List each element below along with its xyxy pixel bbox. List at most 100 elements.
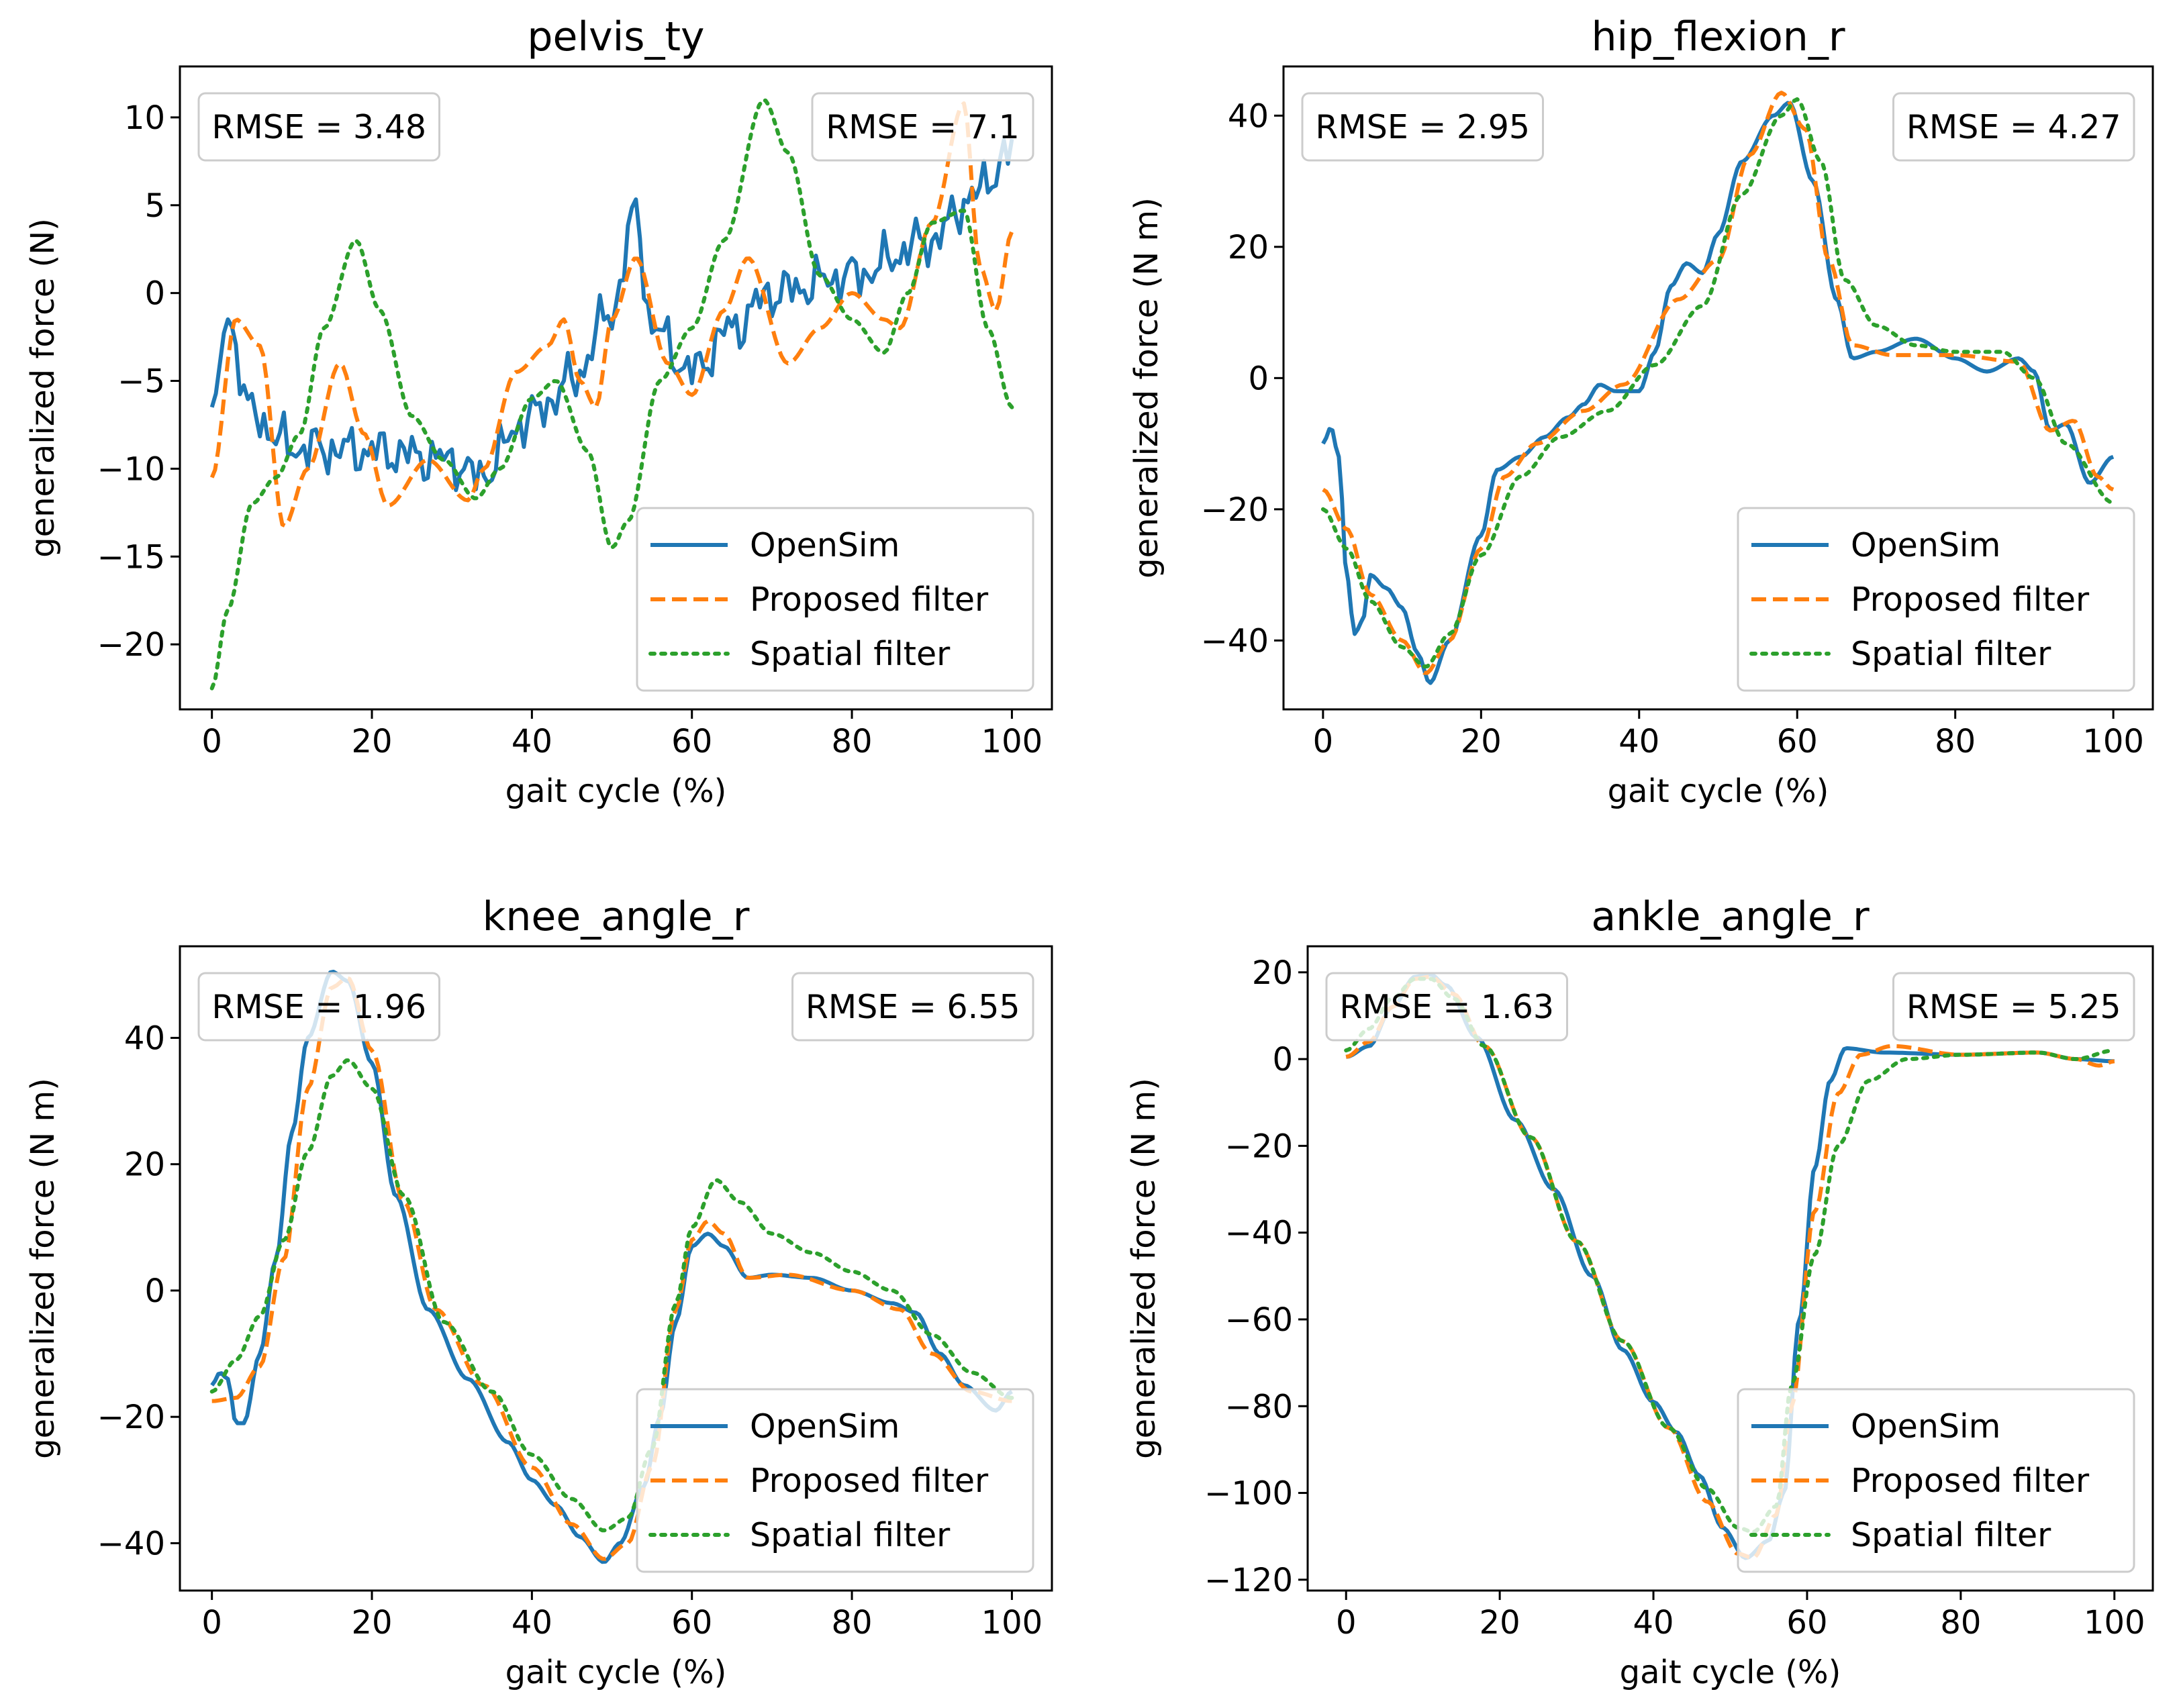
- rmse-box: [1325, 972, 1568, 1042]
- rmse-label: RMSE = 1.96: [211, 988, 426, 1026]
- legend-entry: Spatial filter: [750, 1516, 951, 1554]
- legend-frame: [636, 1388, 1034, 1573]
- x-axis-label: gait cycle (%): [1620, 1654, 1841, 1691]
- x-tick-label: 80: [832, 1604, 873, 1642]
- y-tick-label: 0: [1248, 360, 1269, 397]
- y-tick-label: −100: [1204, 1475, 1293, 1513]
- y-tick-label: 0: [144, 275, 165, 313]
- y-tick-label: −40: [1225, 1215, 1293, 1252]
- rmse-box: [811, 92, 1034, 162]
- rmse-label: RMSE = 7.1: [826, 108, 1020, 146]
- chart-title: ankle_angle_r: [1591, 893, 1870, 940]
- subplot-knee-angle-r: 0 20 40 60 80 100 −40 −20 0 20 40 knee_angle_rgait …: [24, 893, 1053, 1691]
- legend-entry: OpenSim: [1851, 526, 2000, 564]
- y-axis-label: generalized force (N m): [1125, 1078, 1163, 1459]
- subplot-hip-flexion-r: 0 20 40 60 80 100 −40 −20 0 20 40 hip_flexion_rgait…: [1128, 13, 2154, 810]
- y-axis-label: generalized force (N): [24, 218, 62, 558]
- rmse-label: RMSE = 5.25: [1906, 988, 2121, 1026]
- rmse-box: [1892, 92, 2135, 162]
- legend-entry: Spatial filter: [750, 635, 951, 673]
- x-tick-label: 40: [512, 1604, 552, 1642]
- x-tick-label: 100: [981, 1604, 1043, 1642]
- rmse-label: RMSE = 2.95: [1315, 108, 1530, 146]
- y-tick-label: −40: [1201, 622, 1269, 660]
- series-line-spatial-filter: [1320, 97, 2116, 669]
- series-line-spatial-filter: [209, 1058, 1014, 1533]
- x-tick-label: 100: [2084, 1604, 2145, 1642]
- y-tick-label: −20: [97, 1399, 165, 1436]
- y-tick-label: −60: [1225, 1301, 1293, 1339]
- legend-frame: [1737, 507, 2135, 692]
- legend-entry: OpenSim: [1851, 1407, 2000, 1446]
- y-tick-label: 20: [1228, 229, 1269, 266]
- series-line-proposed-filter: [209, 101, 1014, 528]
- y-tick-label: 0: [1272, 1041, 1293, 1078]
- y-tick-label: −20: [1225, 1127, 1293, 1165]
- legend-entry: Proposed filter: [1851, 581, 2090, 619]
- legend-entry: OpenSim: [750, 526, 900, 564]
- x-tick-label: 0: [201, 723, 222, 760]
- series-group: [1320, 91, 2116, 685]
- legend-entry: Proposed filter: [750, 1462, 989, 1500]
- y-tick-label: 0: [144, 1272, 165, 1310]
- rmse-box: [791, 972, 1034, 1042]
- chart-title: knee_angle_r: [483, 893, 750, 940]
- legend-frame: [636, 507, 1034, 692]
- x-tick-label: 20: [1461, 723, 1502, 760]
- y-tick-label: −40: [97, 1525, 165, 1562]
- y-tick-label: 20: [124, 1146, 165, 1184]
- x-tick-label: 60: [671, 723, 712, 760]
- legend-frame: [1737, 1388, 2135, 1573]
- x-tick-label: 0: [1313, 723, 1334, 760]
- chart-title: pelvis_ty: [527, 13, 704, 60]
- x-tick-label: 100: [2082, 723, 2144, 760]
- x-tick-label: 80: [1940, 1604, 1981, 1642]
- legend-entry: OpenSim: [750, 1407, 900, 1446]
- y-axis-label: generalized force (N m): [1128, 197, 1165, 579]
- x-tick-label: 0: [201, 1604, 222, 1642]
- x-tick-label: 80: [832, 723, 873, 760]
- series-group: [209, 98, 1014, 691]
- x-axis-label: gait cycle (%): [1608, 772, 1829, 810]
- axes-frame: [1306, 945, 2154, 1592]
- rmse-label: RMSE = 3.48: [211, 108, 426, 146]
- series-line-proposed-filter: [1322, 91, 2115, 675]
- legend: OpenSim Proposed filter Spatial filter: [1737, 507, 2135, 692]
- series-line-proposed-filter: [211, 976, 1012, 1561]
- y-tick-label: −20: [97, 626, 165, 664]
- legend: OpenSim Proposed filter Spatial filter: [1737, 1388, 2135, 1573]
- series-line-spatial-filter: [1344, 976, 2117, 1534]
- axes-frame: [179, 65, 1053, 711]
- chart-title: hip_flexion_r: [1591, 13, 1845, 60]
- rmse-label: RMSE = 1.63: [1339, 988, 1554, 1026]
- rmse-label: RMSE = 6.55: [806, 988, 1020, 1026]
- x-tick-label: 20: [351, 723, 392, 760]
- rmse-label: RMSE = 4.27: [1906, 108, 2121, 146]
- series-line-spatial-filter: [209, 98, 1014, 691]
- x-axis-label: gait cycle (%): [505, 1654, 727, 1691]
- y-tick-label: 5: [144, 187, 165, 225]
- legend-entry: Proposed filter: [1851, 1462, 2090, 1500]
- y-tick-label: −15: [97, 538, 165, 576]
- subplot-ankle-angle-r: 0 20 40 60 80 100 −120 −100 −80 −60 −40 −20 0 20 ankle…: [1125, 893, 2154, 1691]
- subplot-pelvis-ty: 0 20 40 60 80 100 −20 −15 −10 −5 0 5 10 pelvis_tygait…: [24, 13, 1053, 810]
- y-tick-label: −10: [97, 450, 165, 488]
- x-tick-label: 40: [1633, 1604, 1674, 1642]
- y-tick-label: 20: [1252, 954, 1293, 992]
- y-tick-label: −80: [1225, 1388, 1293, 1425]
- y-tick-label: −5: [117, 363, 165, 401]
- x-tick-label: 60: [671, 1604, 712, 1642]
- x-tick-label: 20: [1480, 1604, 1520, 1642]
- x-tick-label: 0: [1336, 1604, 1357, 1642]
- x-tick-label: 40: [512, 723, 552, 760]
- x-axis-label: gait cycle (%): [505, 772, 727, 810]
- y-tick-label: −120: [1204, 1562, 1293, 1599]
- axes-frame: [179, 945, 1053, 1592]
- x-tick-label: 80: [1935, 723, 1976, 760]
- x-tick-label: 100: [981, 723, 1043, 760]
- rmse-box: [1301, 92, 1544, 162]
- y-tick-label: 40: [124, 1019, 165, 1057]
- legend-entry: Spatial filter: [1851, 1516, 2051, 1554]
- rmse-box: [197, 92, 440, 162]
